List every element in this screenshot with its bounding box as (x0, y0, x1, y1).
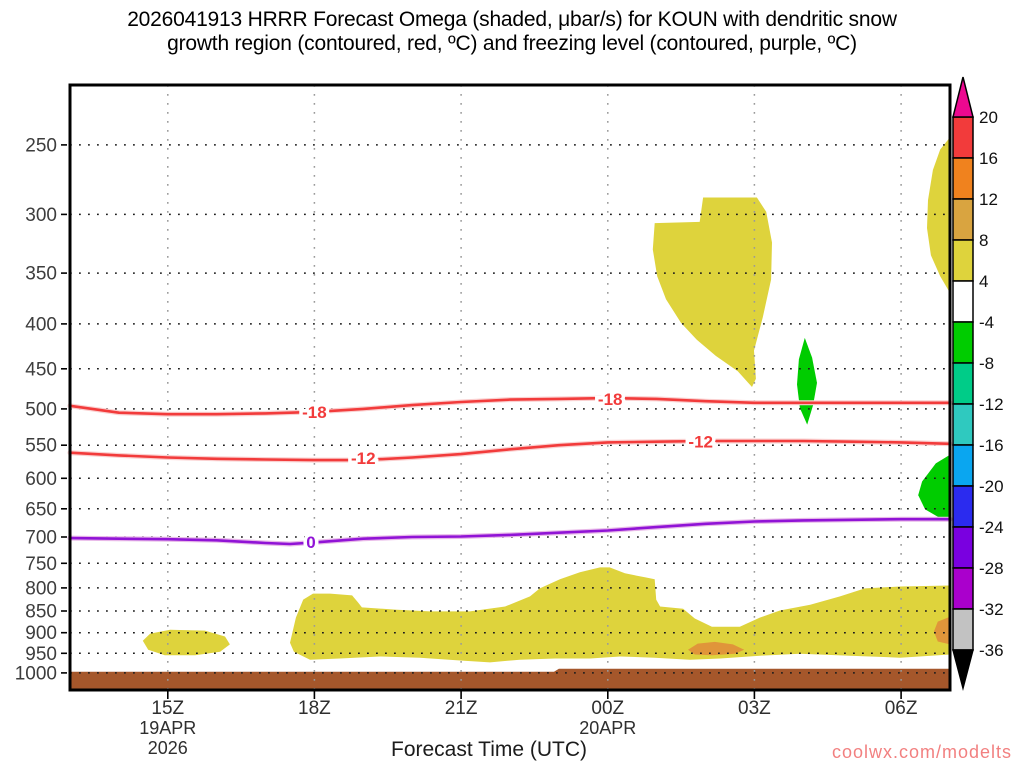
colorbar-seg--32-to--28 (952, 567, 974, 610)
colorbar-label--8: -8 (979, 354, 994, 373)
colorbar-seg--12-to--8 (952, 362, 974, 405)
contour-dendritic-minus12C (68, 439, 952, 462)
chart-title-line-2: growth region (contoured, red, ºC) and f… (167, 32, 857, 55)
colorbar-seg--28-to--24 (952, 526, 974, 569)
x-date-label-1-0: 20APR (579, 718, 636, 738)
shaded-omega-8-12-right-edge (933, 616, 950, 645)
contour-label-dendritic-minus12C-1: -12 (688, 433, 713, 452)
y-label-900: 900 (25, 623, 57, 644)
y-label-950: 950 (25, 644, 57, 665)
colorbar-label-20: 20 (979, 108, 998, 127)
shaded-omega-neg8-neg4-right-edge (918, 454, 950, 521)
colorbar-label-12: 12 (979, 190, 998, 209)
colorbar-label--28: -28 (979, 559, 1004, 578)
y-label-450: 450 (25, 359, 57, 380)
colorbar-seg--8-to--4 (952, 321, 974, 364)
contour-label-dendritic-minus18C-1: -18 (598, 390, 623, 409)
contour-dendritic-minus18C (68, 396, 952, 416)
colorbar-over-arrow (952, 76, 974, 118)
x-axis-title: Forecast Time (UTC) (390, 738, 588, 761)
colorbar-seg--16-to--12 (952, 403, 974, 446)
colorbar-seg--4-to-4 (952, 280, 974, 323)
y-label-600: 600 (25, 469, 57, 490)
colorbar-label--12: -12 (979, 395, 1004, 414)
x-date-label-0-1: 2026 (148, 738, 188, 758)
colorbar-seg--20-to--16 (952, 444, 974, 487)
contour-label-freezing-level-0C-0: 0 (306, 533, 315, 552)
colorbar-seg-16-to-20 (952, 116, 974, 159)
colorbar-label--16: -16 (979, 436, 1004, 455)
shaded-omega-4-8-low-left-blob (142, 629, 230, 656)
y-label-700: 700 (25, 528, 57, 549)
colorbar-label-8: 8 (979, 231, 988, 250)
contour-label-dendritic-minus18C-0: -18 (302, 403, 327, 422)
colorbar-label--36: -36 (979, 641, 1004, 660)
y-label-250: 250 (25, 135, 57, 156)
shaded-omega-neg8-neg4-sliver (797, 337, 817, 425)
contour-label-dendritic-minus12C-0: -12 (351, 449, 376, 468)
x-date-label-0-0: 19APR (139, 718, 196, 738)
y-label-750: 750 (25, 554, 57, 575)
x-label-18Z: 18Z (298, 698, 331, 719)
colorbar-seg-12-to-16 (952, 157, 974, 200)
colorbar-seg--24-to--20 (952, 485, 974, 528)
y-label-500: 500 (25, 399, 57, 420)
y-label-350: 350 (25, 264, 57, 285)
shaded-below-ground (70, 668, 950, 690)
colorbar-seg--36-to--32 (952, 608, 974, 651)
y-label-850: 850 (25, 602, 57, 623)
x-label-21Z: 21Z (445, 698, 478, 719)
colorbar-label--32: -32 (979, 600, 1004, 619)
colorbar-label--4: -4 (979, 313, 994, 332)
x-label-15Z: 15Z (151, 698, 184, 719)
x-label-00Z: 00Z (591, 698, 624, 719)
watermark-link[interactable]: coolwx.com/modelts (831, 742, 1012, 762)
y-label-1000: 1000 (15, 663, 57, 684)
colorbar-label--24: -24 (979, 518, 1004, 537)
shaded-omega-4-8-right-top (927, 137, 950, 294)
colorbar-label-4: 4 (979, 272, 988, 291)
colorbar-under-arrow (952, 649, 974, 691)
chart-title-line-1: 2026041913 HRRR Forecast Omega (shaded, … (127, 8, 897, 31)
y-label-550: 550 (25, 436, 57, 457)
colorbar-label-16: 16 (979, 149, 998, 168)
y-label-800: 800 (25, 578, 57, 599)
y-label-650: 650 (25, 499, 57, 520)
shaded-omega-4-8-midlevel-blob (652, 197, 772, 387)
shaded-omega-8-12-low-blob (688, 641, 745, 656)
colorbar-seg-4-to-8 (952, 239, 974, 282)
contour-freezing-level-0C (68, 517, 952, 546)
plot-frame (68, 83, 952, 692)
y-label-300: 300 (25, 205, 57, 226)
colorbar-seg-8-to-12 (952, 198, 974, 241)
shaded-omega-4-8-low-band (290, 567, 950, 663)
x-label-03Z: 03Z (738, 698, 771, 719)
y-label-400: 400 (25, 314, 57, 335)
x-label-06Z: 06Z (885, 698, 918, 719)
colorbar-label--20: -20 (979, 477, 1004, 496)
